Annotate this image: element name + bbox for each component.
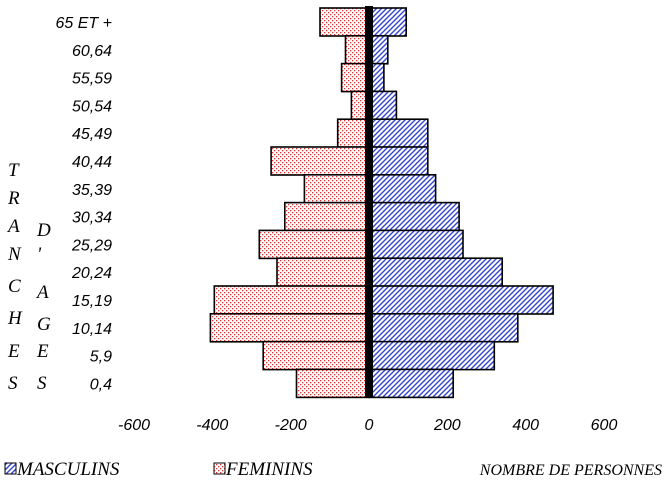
legend-item-masculins: MASCULINS	[4, 459, 120, 480]
bar-masculins-0	[368, 7, 408, 37]
age-group-label: 50,54	[72, 98, 112, 115]
x-tick-label: 200	[433, 417, 461, 434]
age-group-label: 35,39	[72, 182, 112, 199]
legend-label-masculins: MASCULINS	[16, 459, 120, 480]
bar-masculins-11	[368, 312, 519, 343]
bar-masculins-10	[368, 285, 554, 315]
age-group-label: 65 ET +	[56, 15, 112, 32]
bar-feminins-2	[340, 62, 370, 93]
bar-feminins-9	[276, 257, 370, 288]
bar-masculins-4	[368, 118, 429, 148]
legend-label-feminins: FEMININS	[225, 459, 313, 480]
age-group-label: 45,49	[72, 126, 112, 143]
vertical-letter-right: E	[36, 341, 49, 362]
vertical-letter-right: '	[37, 244, 42, 265]
x-tick-label: -200	[275, 417, 307, 434]
bar-masculins-13	[368, 368, 454, 399]
bar-feminins-8	[258, 229, 370, 260]
bar-masculins-8	[368, 229, 464, 260]
bar-feminins-6	[303, 174, 370, 204]
vertical-letter-right: D	[36, 220, 51, 241]
bar-feminins-10	[213, 285, 370, 315]
vertical-letter-left: N	[7, 244, 22, 265]
x-axis-label: NOMBRE DE PERSONNES	[479, 462, 662, 479]
age-group-label: 10,14	[72, 321, 112, 338]
bar-masculins-3	[368, 90, 398, 121]
bar-feminins-5	[270, 146, 370, 176]
age-group-label: 30,34	[72, 210, 112, 227]
vertical-letter-left: R	[7, 188, 20, 209]
bar-masculins-12	[368, 340, 496, 371]
bar-feminins-12	[262, 340, 370, 371]
age-group-label: 20,24	[71, 265, 112, 282]
legend-swatch-feminins	[213, 462, 226, 475]
x-tick-label: -400	[196, 417, 228, 434]
vertical-letter-left: C	[8, 276, 21, 297]
vertical-letter-left: E	[7, 341, 20, 362]
bar-feminins-7	[283, 201, 370, 232]
bar-feminins-11	[209, 312, 370, 343]
age-group-label: 25,29	[71, 237, 112, 254]
age-group-label: 60,64	[72, 43, 112, 60]
age-group-labels: 65 ET + 60,64 55,59 50,54 45,49 40,44 35,39 30,…	[56, 15, 113, 393]
legend-item-feminins: FEMININS	[213, 459, 313, 480]
age-group-label: 55,59	[72, 71, 112, 88]
x-tick-label: 400	[512, 417, 539, 434]
bar-masculins-5	[368, 146, 429, 176]
vertical-letter-right: G	[37, 314, 51, 335]
bars-group	[209, 6, 554, 399]
bar-masculins-7	[368, 201, 460, 232]
age-group-label: 0,4	[90, 376, 112, 393]
age-group-label: 15,19	[72, 293, 112, 310]
legend: MASCULINS FEMININS	[4, 459, 313, 480]
vertical-letter-left: T	[8, 160, 20, 181]
x-tick-label: 600	[591, 417, 618, 434]
center-axis	[365, 6, 373, 398]
bar-feminins-0	[319, 7, 370, 37]
legend-swatch-masculins	[4, 462, 17, 475]
bar-feminins-13	[295, 368, 370, 399]
age-group-label: 5,9	[90, 349, 112, 366]
vertical-letter-right: A	[35, 282, 49, 303]
bar-masculins-6	[368, 174, 437, 204]
age-group-label: 40,44	[72, 154, 112, 171]
bar-masculins-9	[368, 257, 503, 288]
vertical-letter-right: S	[37, 373, 47, 394]
vertical-letter-left: H	[7, 308, 23, 329]
x-tick-label: 0	[365, 417, 374, 434]
vertical-letter-left: S	[8, 373, 18, 394]
x-tick-labels: -600 -400 -200 0 200 400 600	[118, 417, 617, 434]
x-tick-label: -600	[118, 417, 150, 434]
vertical-letter-left: A	[6, 216, 20, 237]
bar-feminins-4	[336, 118, 370, 148]
